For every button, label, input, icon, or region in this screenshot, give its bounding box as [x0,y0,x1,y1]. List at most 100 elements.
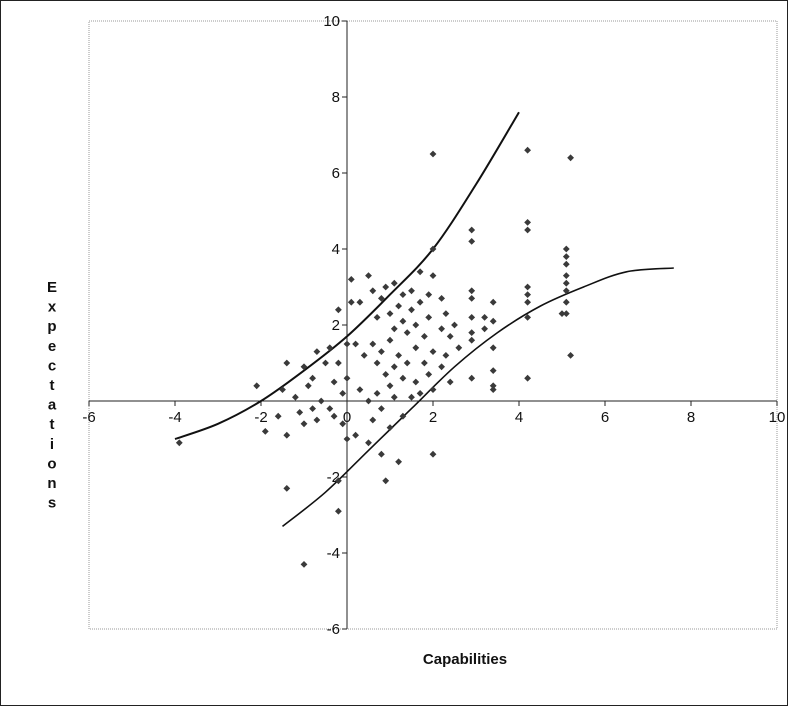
scatter-point [279,386,286,393]
x-tick-label: 10 [769,409,786,426]
scatter-point [390,325,398,333]
scatter-point [390,279,398,287]
scatter-point [468,336,476,344]
scatter-point [352,431,359,439]
scatter-point [468,287,476,295]
scatter-point [562,298,570,306]
scatter-point [524,146,531,154]
scatter-point [481,325,488,333]
scatter-point [330,378,338,386]
scatter-point [442,352,450,359]
scatter-point [524,314,531,321]
scatter-point [335,359,342,367]
x-axis-title: Capabilities [423,651,507,668]
x-tick-label: 2 [429,409,437,426]
scatter-point [524,298,531,306]
scatter-point [425,371,433,378]
scatter-point [489,386,497,393]
y-tick-label: 8 [332,89,340,106]
scatter-point [313,416,321,424]
scatter-point [343,435,351,443]
scatter-point [253,382,261,390]
scatter-point [369,287,377,295]
scatter-point [524,374,531,382]
scatter-point [395,458,402,466]
scatter-point [386,336,394,344]
scatter-point [309,374,316,382]
scatter-point [403,329,411,336]
scatter-point [408,393,415,401]
scatter-point [455,344,463,352]
scatter-point [373,314,381,321]
scatter-point [489,367,497,374]
scatter-point [322,359,329,367]
scatter-point [309,405,316,412]
scatter-point [567,154,574,162]
scatter-point [481,314,488,321]
scatter-point [416,268,424,276]
scatter-point [562,260,570,268]
scatter-point [489,344,497,352]
scatter-point [378,405,385,412]
scatter-point [304,382,312,390]
y-tick-label: -4 [327,545,340,562]
scatter-point [403,359,411,367]
scatter-point [524,219,531,226]
y-tick-label: 4 [332,241,340,258]
scatter-point [365,439,372,447]
scatter-point [382,477,390,485]
scatter-point [335,507,342,515]
scatter-point [369,416,377,424]
scatter-point [421,359,428,367]
scatter-point [562,279,570,287]
scatter-point [567,352,574,359]
scatter-point [313,348,321,355]
scatter-point [369,340,377,348]
scatter-point [562,272,570,279]
scatter-point [317,397,325,405]
scatter-point [352,340,359,348]
x-tick-label: -2 [254,409,267,426]
y-axis-title-char: a [48,397,57,414]
scatter-point [335,477,342,485]
scatter-point [261,428,269,435]
scatter-point [524,283,531,291]
scatter-point [378,450,385,458]
scatter-point [399,291,407,298]
scatter-point [326,344,334,352]
scatter-point [429,245,437,253]
scatter-point [416,390,424,397]
y-axis-title-char: c [48,357,56,374]
scatter-point [399,374,407,382]
scatter-point [562,245,570,253]
scatter-point [399,412,407,420]
y-axis-title-char: t [50,377,55,394]
scatter-point [438,325,445,333]
scatter-point [429,450,437,458]
y-axis-title-char: p [47,318,56,335]
scatter-point [429,386,437,393]
x-tick-label: 4 [515,409,523,426]
x-tick-label: 6 [601,409,609,426]
scatter-point [300,363,308,371]
scatter-point [326,405,334,412]
scatter-point [335,306,342,314]
scatter-point [429,272,437,279]
scatter-point [292,393,299,401]
scatter-point [438,363,445,371]
scatter-point [562,310,570,317]
curves-layer [174,111,674,528]
scatter-point [274,412,282,420]
scatter-point [468,374,476,382]
y-tick-label: 6 [332,165,340,182]
y-axis-title-char: E [47,279,57,296]
scatter-point [468,295,476,302]
scatter-point [347,276,355,283]
points-layer [175,146,574,568]
scatter-point [175,439,183,447]
y-axis-title-char: i [50,436,54,453]
upper-curve [174,111,520,440]
scatter-point [442,310,450,317]
